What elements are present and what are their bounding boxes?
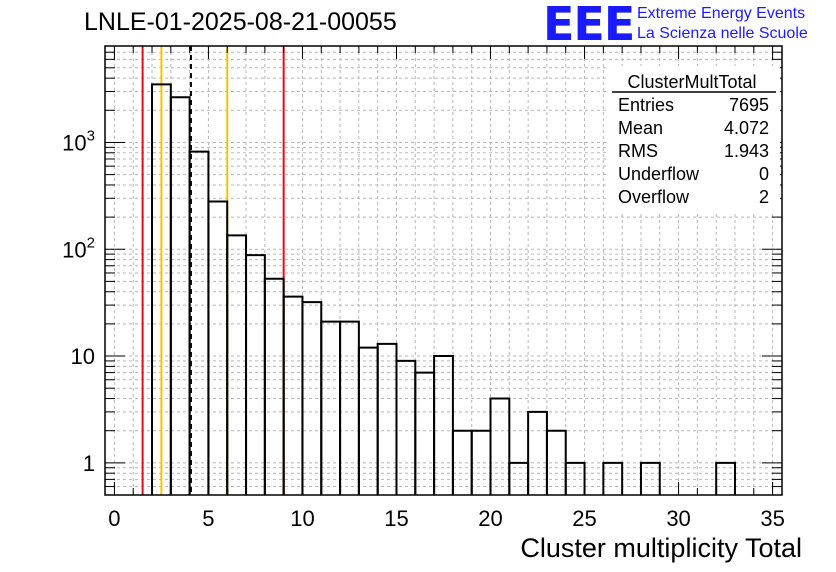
histogram-bin xyxy=(489,397,511,495)
chart-title: LNLE-01-2025-08-21-00055 xyxy=(84,8,397,36)
stats-value: 1.943 xyxy=(724,141,769,161)
stats-value: 4.072 xyxy=(724,118,769,138)
histogram-bin xyxy=(433,355,454,495)
x-tick-label: 20 xyxy=(478,506,502,531)
stats-label: Entries xyxy=(618,95,674,115)
y-tick-label: 10 xyxy=(71,344,95,369)
x-tick-label: 5 xyxy=(202,506,214,531)
logo-line-1: Extreme Energy Events xyxy=(637,5,806,22)
x-tick-label: 0 xyxy=(108,506,120,531)
histogram-bin xyxy=(320,320,342,495)
stats-label: Underflow xyxy=(618,164,700,184)
x-tick-label: 30 xyxy=(666,506,690,531)
x-tick-label: 10 xyxy=(290,506,314,531)
y-tick-label: 1 xyxy=(83,451,95,476)
stats-box xyxy=(608,66,780,211)
histogram-bin xyxy=(602,461,624,495)
histogram-bin xyxy=(639,461,661,495)
x-tick-label: 15 xyxy=(384,506,408,531)
histogram-bin xyxy=(226,234,248,495)
stats-label: RMS xyxy=(618,141,658,161)
stats-name: ClusterMultTotal xyxy=(627,72,756,92)
x-tick-label: 25 xyxy=(572,506,596,531)
histogram-bin xyxy=(395,359,417,495)
histogram-bin xyxy=(245,254,266,495)
y-tick-label: 103 xyxy=(62,127,95,155)
histogram-bin xyxy=(188,150,210,495)
y-tick-label: 102 xyxy=(62,234,95,262)
logo-line-2: La Scienza nelle Scuole xyxy=(637,25,808,42)
x-axis-label: Cluster multiplicity Total xyxy=(520,533,802,563)
x-tick-label: 35 xyxy=(760,506,784,531)
stats-value: 2 xyxy=(759,187,769,207)
stats-value: 0 xyxy=(759,164,769,184)
histogram-bin xyxy=(470,429,492,495)
histogram-bin xyxy=(414,371,436,495)
plot-frame xyxy=(104,45,783,496)
histogram-bin xyxy=(715,461,736,495)
histogram-bin xyxy=(207,200,229,495)
histogram-bin xyxy=(282,295,304,495)
histogram-bin xyxy=(357,346,379,495)
histogram-bin xyxy=(339,320,360,495)
histogram-bin xyxy=(527,410,548,495)
histogram-bin xyxy=(169,96,191,495)
eee-logo: EEE xyxy=(543,0,635,51)
stats-value: 7695 xyxy=(729,95,769,115)
stats-label: Overflow xyxy=(618,187,690,207)
stats-label: Mean xyxy=(618,118,663,138)
histogram-bin xyxy=(564,461,586,495)
